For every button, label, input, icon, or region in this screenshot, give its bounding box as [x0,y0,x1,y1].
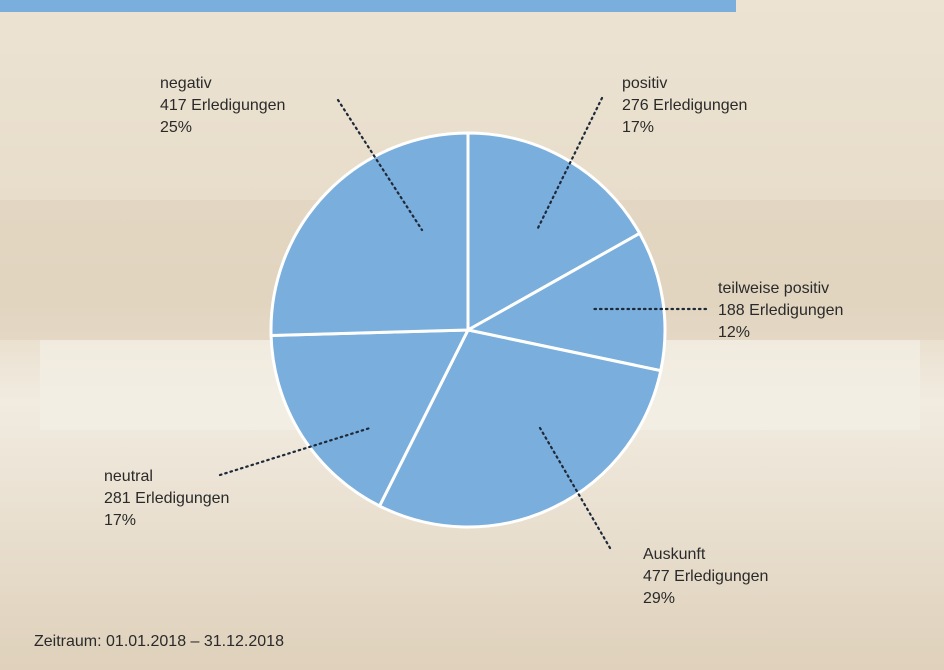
value-label: 477 Erledigungen [643,568,768,585]
value-label: 281 Erledigungen [104,490,229,507]
slice-label: teilweise positiv [718,280,829,297]
footnote: Zeitraum: 01.01.2018 – 31.12.2018 [34,633,284,650]
slice-label: positiv [622,75,667,92]
percentage-label: 17% [622,119,654,136]
percentage-label: 29% [643,590,675,607]
percentage-label: 17% [104,512,136,529]
value-label: 276 Erledigungen [622,97,747,114]
slice-label: negativ [160,75,212,92]
slice-label: neutral [104,468,153,485]
percentage-label: 25% [160,119,192,136]
slice-label: Auskunft [643,546,706,563]
header-bar [0,0,736,12]
value-label: 188 Erledigungen [718,302,843,319]
percentage-label: 12% [718,324,750,341]
chart: Zeitraum: 01.01.2018 – 31.12.2018 positi… [0,0,944,670]
value-label: 417 Erledigungen [160,97,285,114]
